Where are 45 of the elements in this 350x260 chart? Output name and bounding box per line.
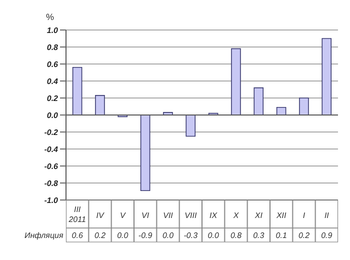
y-axis-title: % [46, 12, 54, 22]
y-tick-label: 0.2 [46, 94, 59, 103]
y-tick-label: -0.8 [44, 178, 59, 188]
data-label: 0.8 [230, 231, 242, 240]
y-tick-label: 0.8 [46, 42, 59, 52]
x-tick-label: IV [96, 211, 104, 220]
y-tick-label: -0.2 [44, 128, 59, 137]
bar [140, 114, 150, 192]
data-label: 0.6 [72, 231, 84, 240]
x-tick-label: XII [275, 211, 287, 220]
data-label: -0.9 [138, 231, 153, 240]
y-tick-label: 0.0 [46, 110, 59, 120]
data-label: 0.2 [298, 231, 310, 240]
data-label: 0.2 [94, 231, 106, 240]
data-label: -0.3 [184, 231, 198, 240]
data-label: 0.0 [208, 231, 220, 240]
y-tick-label: 0.6 [46, 60, 59, 69]
x-tick-label: V [120, 211, 126, 220]
data-label: 0.0 [117, 231, 129, 240]
bar [231, 48, 241, 116]
bar [254, 87, 264, 116]
data-label: 0.0 [162, 231, 174, 240]
text: Инфляция [24, 231, 64, 240]
x-tick-label: II [324, 211, 330, 220]
data-label: 0.3 [253, 231, 265, 240]
bar [299, 98, 309, 116]
x-tick-label: III 2011 [68, 205, 86, 224]
x-tick-label: VIII [184, 211, 198, 220]
y-tick-label: -0.4 [44, 144, 59, 154]
x-tick-label: XI [254, 211, 264, 220]
x-tick-label: VII [163, 211, 174, 220]
y-tick-label: 1.0 [46, 26, 59, 35]
data-label: 0.9 [321, 231, 333, 240]
y-tick-label: -1.0 [44, 196, 59, 205]
x-tick-label: I [302, 211, 306, 220]
bar [95, 95, 105, 116]
x-tick-label: X [232, 211, 240, 220]
x-tick-label: VI [142, 211, 150, 220]
x-tick-label: IX [210, 211, 218, 220]
bar [186, 114, 196, 137]
y-tick-label: -0.6 [44, 162, 59, 171]
bar [322, 38, 332, 116]
data-label: 0.1 [276, 231, 287, 240]
bar [72, 67, 82, 116]
y-tick-label: 0.4 [46, 76, 59, 86]
